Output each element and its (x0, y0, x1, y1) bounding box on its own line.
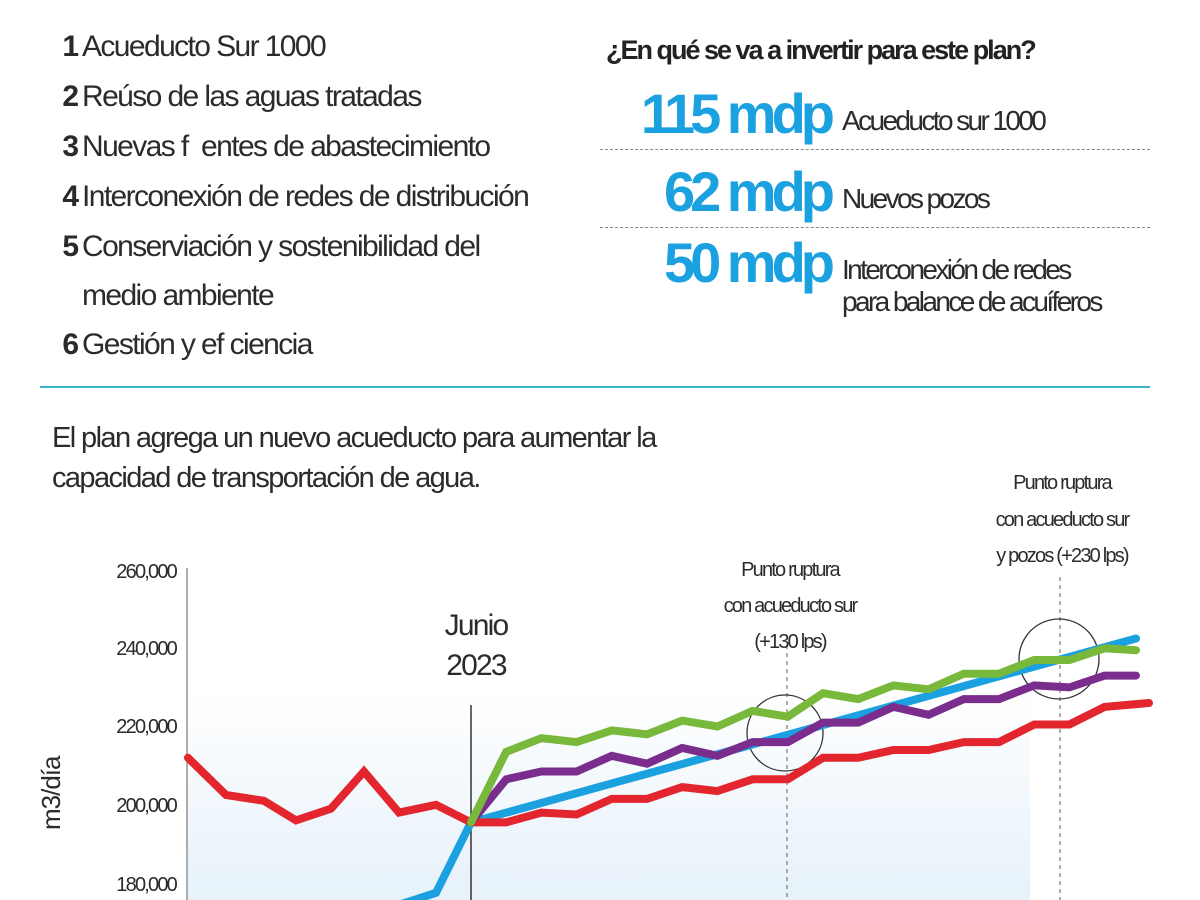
june-label: Junio (445, 609, 509, 642)
chart-subtitle-line: El plan agrega un nuevo acueducto para a… (52, 422, 657, 454)
breakpoint-1-label: Punto ruptura (741, 559, 841, 581)
plan-list: 1 Acueducto Sur 1000 2 Reúso de las agua… (40, 22, 600, 370)
investment-panel: ¿En qué se va a invertir para este plan?… (600, 28, 1150, 328)
investment-description: Nuevos pozos (842, 183, 991, 214)
series-line-red (184, 699, 1153, 827)
plan-item-number: 3 (62, 130, 79, 163)
plan-item-2: 2 Reúso de las aguas tratadas (40, 72, 600, 122)
plan-item-5: 5 Conserviación y sostenibilidad del med… (40, 222, 600, 320)
investment-description: Interconexión de redes para balance de a… (842, 228, 1103, 330)
investment-amount: 62 mdp (663, 160, 835, 223)
plan-item-1: 1 Acueducto Sur 1000 (40, 22, 600, 72)
breakpoint-1-label: (+130 lps) (754, 631, 827, 653)
breakpoint-2-circle (1018, 618, 1100, 700)
series-line-purple (467, 671, 1140, 827)
investment-amount: 115 mdp (640, 82, 835, 145)
plan-item-number: 1 (62, 30, 79, 63)
investment-row: 50 mdp Interconexión de redes para balan… (600, 228, 1150, 328)
plan-item-text: Conserviación y sostenibilidad del (82, 230, 481, 263)
plan-item-number: 2 (62, 80, 79, 113)
investment-row: 62 mdp Nuevos pozos (600, 150, 1150, 228)
plan-item-text: Nuevas f entes de abastecimiento (82, 130, 491, 163)
breakpoint-2-label: con acueducto sur (996, 509, 1131, 531)
plan-item-number: 5 (62, 230, 79, 263)
plan-item-4: 4 Interconexión de redes de distribución (40, 172, 600, 222)
plan-item-text: Gestión y ef ciencia (82, 328, 313, 361)
investment-description: Acueducto sur 1000 (842, 105, 1047, 136)
breakpoint-2-label: Punto ruptura (1013, 472, 1113, 494)
investment-title: ¿En qué se va a invertir para este plan? (606, 35, 1037, 65)
plan-item-number: 4 (62, 180, 79, 213)
chart-subtitle-line: capacidad de transportación de agua. (52, 462, 481, 494)
plan-item-6: 6 Gestión y ef ciencia (40, 320, 600, 370)
chart-background (188, 690, 1030, 900)
investment-description-line: para balance de acuíferos (842, 286, 1103, 317)
plan-item-number: 6 (62, 328, 79, 361)
y-axis-label: m3/día (36, 755, 66, 830)
breakpoint-1-label: con acueducto sur (724, 595, 859, 617)
y-tick-label: 220,000 (116, 716, 177, 738)
breakpoint-1-circle (746, 694, 824, 772)
y-tick-label: 260,000 (116, 561, 177, 583)
investment-description-line: Interconexión de redes (842, 254, 1072, 285)
y-tick-label: 180,000 (116, 874, 177, 896)
investment-row: 115 mdp Acueducto sur 1000 (600, 72, 1150, 150)
plan-item-text: Acueducto Sur 1000 (82, 30, 327, 63)
investment-amount: 50 mdp (663, 231, 835, 294)
y-tick-label: 240,000 (116, 638, 177, 660)
section-divider (40, 386, 1150, 388)
plan-item-text-continued: medio ambiente (82, 279, 275, 312)
series-line-green (467, 644, 1140, 827)
series-layer (184, 634, 1153, 900)
y-tick-label: 200,000 (116, 795, 177, 817)
chart-subtitle: El plan agrega un nuevo acueducto para a… (52, 418, 772, 498)
june-year-label: 2023 (446, 649, 507, 682)
plan-item-text: Reúso de las aguas tratadas (82, 80, 422, 113)
plan-item-3: 3 Nuevas f entes de abastecimiento (40, 122, 600, 172)
plan-item-text: Interconexión de redes de distribución (82, 180, 530, 213)
breakpoint-2-label: y pozos (+230 lps) (996, 545, 1129, 567)
